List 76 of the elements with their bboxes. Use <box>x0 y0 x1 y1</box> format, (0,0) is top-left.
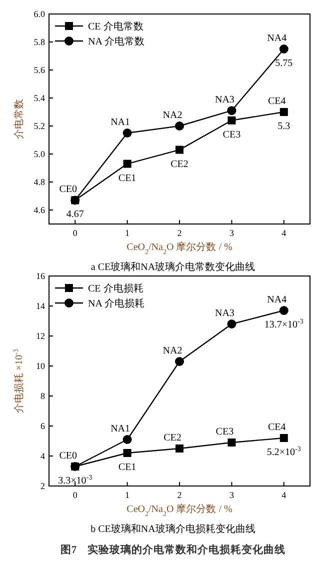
y-tick-label: 4.8 <box>34 177 46 188</box>
x-tick-label: 3 <box>229 490 234 500</box>
annotation: 5.3 <box>278 121 290 132</box>
annotation: NA1 <box>110 424 130 434</box>
y-tick-label: 2 <box>40 481 45 492</box>
y-tick-label: 5.6 <box>34 65 46 76</box>
point <box>279 44 288 54</box>
y-tick-label: 16 <box>36 271 46 282</box>
y-tick-label: 6 <box>40 421 46 432</box>
annotation: CE2 <box>170 158 188 170</box>
annotation: 3.3×10$^{-3}$ <box>58 474 93 486</box>
y-tick-label: 8 <box>40 391 46 402</box>
y-tick-label: 14 <box>36 301 46 312</box>
point <box>123 160 132 168</box>
annotation: CE1 <box>118 462 136 473</box>
y-tick-label: 4.6 <box>34 205 46 216</box>
legend-label: CE 介电常数 <box>88 20 144 32</box>
y-tick-label: 5.2 <box>34 121 45 132</box>
annotation: 5.2×10$^{-3}$ <box>266 445 302 458</box>
point <box>280 108 288 116</box>
x-tick-label: 1 <box>125 490 130 500</box>
point <box>123 449 132 457</box>
annotation: CE0 <box>59 184 77 196</box>
legend-label: CE 介电损耗 <box>88 282 144 294</box>
annotation: CE3 <box>216 426 234 438</box>
y-tick-label: 5.4 <box>34 93 46 104</box>
annotation: CE4 <box>268 422 286 433</box>
point <box>122 435 132 444</box>
legend-label: NA 介电损耗 <box>88 298 144 310</box>
annotation: NA4 <box>267 33 287 44</box>
point <box>228 438 236 446</box>
point <box>228 116 236 124</box>
point <box>176 146 184 154</box>
annotation: CE2 <box>164 432 182 444</box>
annotation: CE4 <box>268 96 286 107</box>
y-tick-label: 5.8 <box>34 37 46 48</box>
text: a CE玻璃和NA玻璃介电常数变化曲线 <box>90 261 256 273</box>
annotation: 5.75 <box>275 58 293 69</box>
legend-label: NA 介电常数 <box>88 36 144 48</box>
y-tick-label: 12 <box>36 331 45 342</box>
point <box>175 357 184 366</box>
y-tick-label: 5.0 <box>34 149 46 160</box>
x-tick-label: 1 <box>125 228 130 238</box>
x-tick-label: 4 <box>282 490 287 500</box>
annotation: CE0 <box>59 450 77 462</box>
annotation: CE3 <box>222 129 241 140</box>
text: b CE玻璃和NA玻璃介电损耗变化曲线 <box>90 523 256 535</box>
x-tick-label: 3 <box>229 228 234 238</box>
x-axis-title: CeO$_{2}$/Na$_{2}$O 摩尔分数 / % <box>126 241 232 256</box>
x-tick-label: 0 <box>72 228 78 238</box>
point <box>227 106 236 116</box>
point <box>122 128 132 138</box>
annotation: CE1 <box>118 172 136 184</box>
caption: 图7 实验玻璃的介电常数和介电损耗变化曲线 <box>60 543 286 556</box>
annotation: 4.67 <box>66 209 84 220</box>
y-tick-label: 10 <box>36 361 46 372</box>
annotation: NA3 <box>214 308 234 319</box>
point <box>176 444 184 452</box>
annotation: NA2 <box>162 110 182 121</box>
y-tick-label: 4 <box>40 451 46 462</box>
x-tick-label: 4 <box>282 228 287 238</box>
x-tick-label: 2 <box>177 228 182 238</box>
y-tick-label: 6.0 <box>34 9 46 20</box>
annotation: NA4 <box>267 294 287 306</box>
point <box>175 122 184 130</box>
point <box>279 306 288 315</box>
annotation: 13.7×10$^{-3}$ <box>264 318 304 330</box>
x-tick-label: 2 <box>177 490 182 500</box>
annotation: NA1 <box>110 117 130 128</box>
y-axis-title: 介电常数 <box>13 99 25 139</box>
point <box>280 434 288 442</box>
x-axis-title: CeO$_{2}$/Na$_{2}$O 摩尔分数 / % <box>126 503 232 518</box>
annotation: NA3 <box>214 94 234 106</box>
annotation: NA2 <box>162 346 182 356</box>
x-tick-label: 0 <box>72 490 78 500</box>
point <box>227 320 236 328</box>
